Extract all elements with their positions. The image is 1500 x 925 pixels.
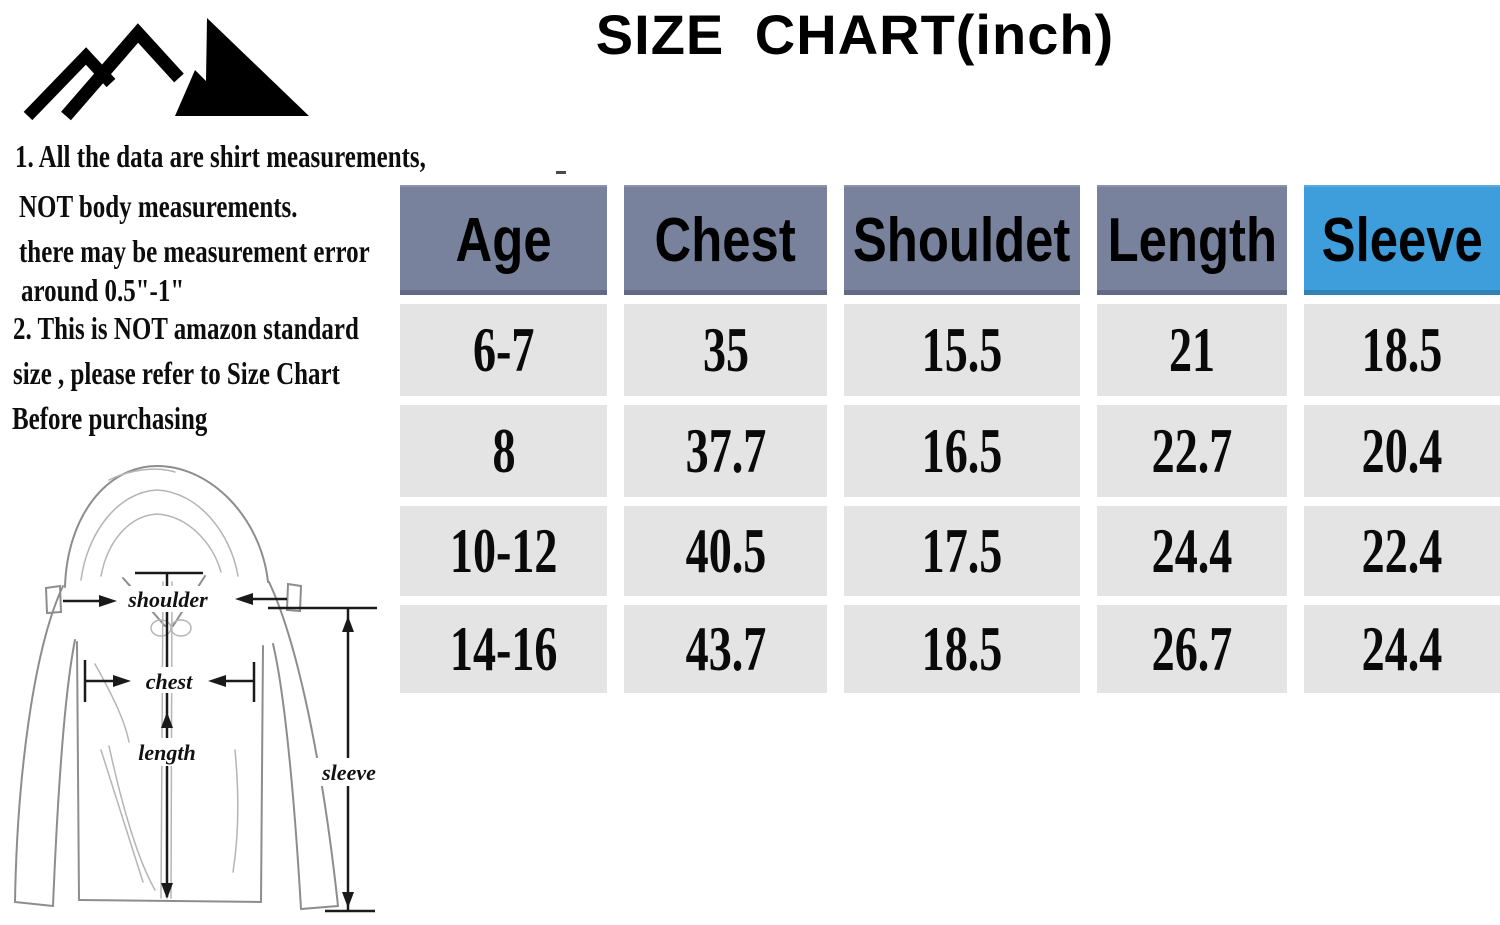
header-cell-shoulder: Shouldet [844,185,1080,295]
cell-value: 37.7 [685,415,766,486]
cell-value: 24.4 [1361,613,1443,684]
table-cell: 8 [400,405,607,497]
note-line: NOT body measurements. [19,188,298,224]
header-label: Chest [654,205,797,275]
cell-value: 8 [491,415,516,486]
table-cell: 22.7 [1097,405,1287,497]
jacket-outline [14,464,339,910]
jacket-measurement-diagram: shoulder chest length [5,450,390,925]
header-label: Age [455,205,552,275]
cell-value: 16.5 [921,415,1003,486]
note-line: around 0.5"-1" [21,272,185,308]
cell-value: 6-7 [472,314,535,385]
table-cell: 26.7 [1097,605,1287,693]
cell-value: 14-16 [449,613,558,684]
shoulder-label: shoulder [127,587,208,612]
cell-value: 10-12 [449,515,558,586]
header-cell-length: Length [1097,185,1287,295]
notes-block: 1. All the data are shirt measurements, … [12,138,492,448]
header-label: Shouldet [853,205,1071,275]
table-cell: 16.5 [844,405,1080,497]
table-cell: 37.7 [624,405,827,497]
table-cell: 6-7 [400,304,607,396]
jacket-sketch: shoulder chest length [14,464,385,913]
note-line: 1. All the data are shirt measurements, [15,138,426,174]
cell-value: 43.7 [685,613,766,684]
table-cell: 14-16 [400,605,607,693]
cell-value: 24.4 [1151,515,1233,586]
cell-value: 22.7 [1151,415,1233,486]
table-cell: 22.4 [1304,506,1500,596]
cell-value: 20.4 [1361,415,1443,486]
header-cell-sleeve: Sleeve [1304,185,1500,295]
note-line: size , please refer to Size Chart [13,355,340,391]
chest-label: chest [146,669,193,694]
measurement-annotations: shoulder chest length [63,571,385,913]
table-cell: 18.5 [844,605,1080,693]
cell-value: 15.5 [921,314,1003,385]
header-label: Length [1107,205,1277,275]
header-cell-age: Age [400,185,607,295]
table-cell: 21 [1097,304,1287,396]
sleeve-label: sleeve [321,760,376,785]
cell-value: 35 [702,314,749,385]
size-chart-table: Age Chest Shouldet Length Sleeve 6-7 35 … [400,185,1500,693]
cell-value: 40.5 [685,515,766,586]
cell-value: 21 [1168,314,1216,385]
note-line: Before purchasing [12,400,208,436]
cell-value: 18.5 [921,613,1003,684]
table-cell: 24.4 [1304,605,1500,693]
table-cell: 18.5 [1304,304,1500,396]
cell-value: 17.5 [921,515,1003,586]
length-label: length [138,740,195,765]
header-label: Sleeve [1321,205,1483,275]
cell-value: 22.4 [1361,515,1443,586]
cell-value: 18.5 [1361,314,1443,385]
note-line: there may be measurement error [19,233,370,269]
table-cell: 24.4 [1097,506,1287,596]
table-cell: 35 [624,304,827,396]
mountain-logo-icon [23,18,309,121]
table-cell: 43.7 [624,605,827,693]
cell-value: 26.7 [1151,613,1233,684]
table-cell: 17.5 [844,506,1080,596]
scan-artifact [556,171,566,174]
table-cell: 20.4 [1304,405,1500,497]
note-line: 2. This is NOT amazon standard [13,310,359,346]
table-cell: 40.5 [624,506,827,596]
page-title: SIZE CHART(inch) [595,3,1115,66]
header-cell-chest: Chest [624,185,827,295]
table-cell: 15.5 [844,304,1080,396]
table-cell: 10-12 [400,506,607,596]
